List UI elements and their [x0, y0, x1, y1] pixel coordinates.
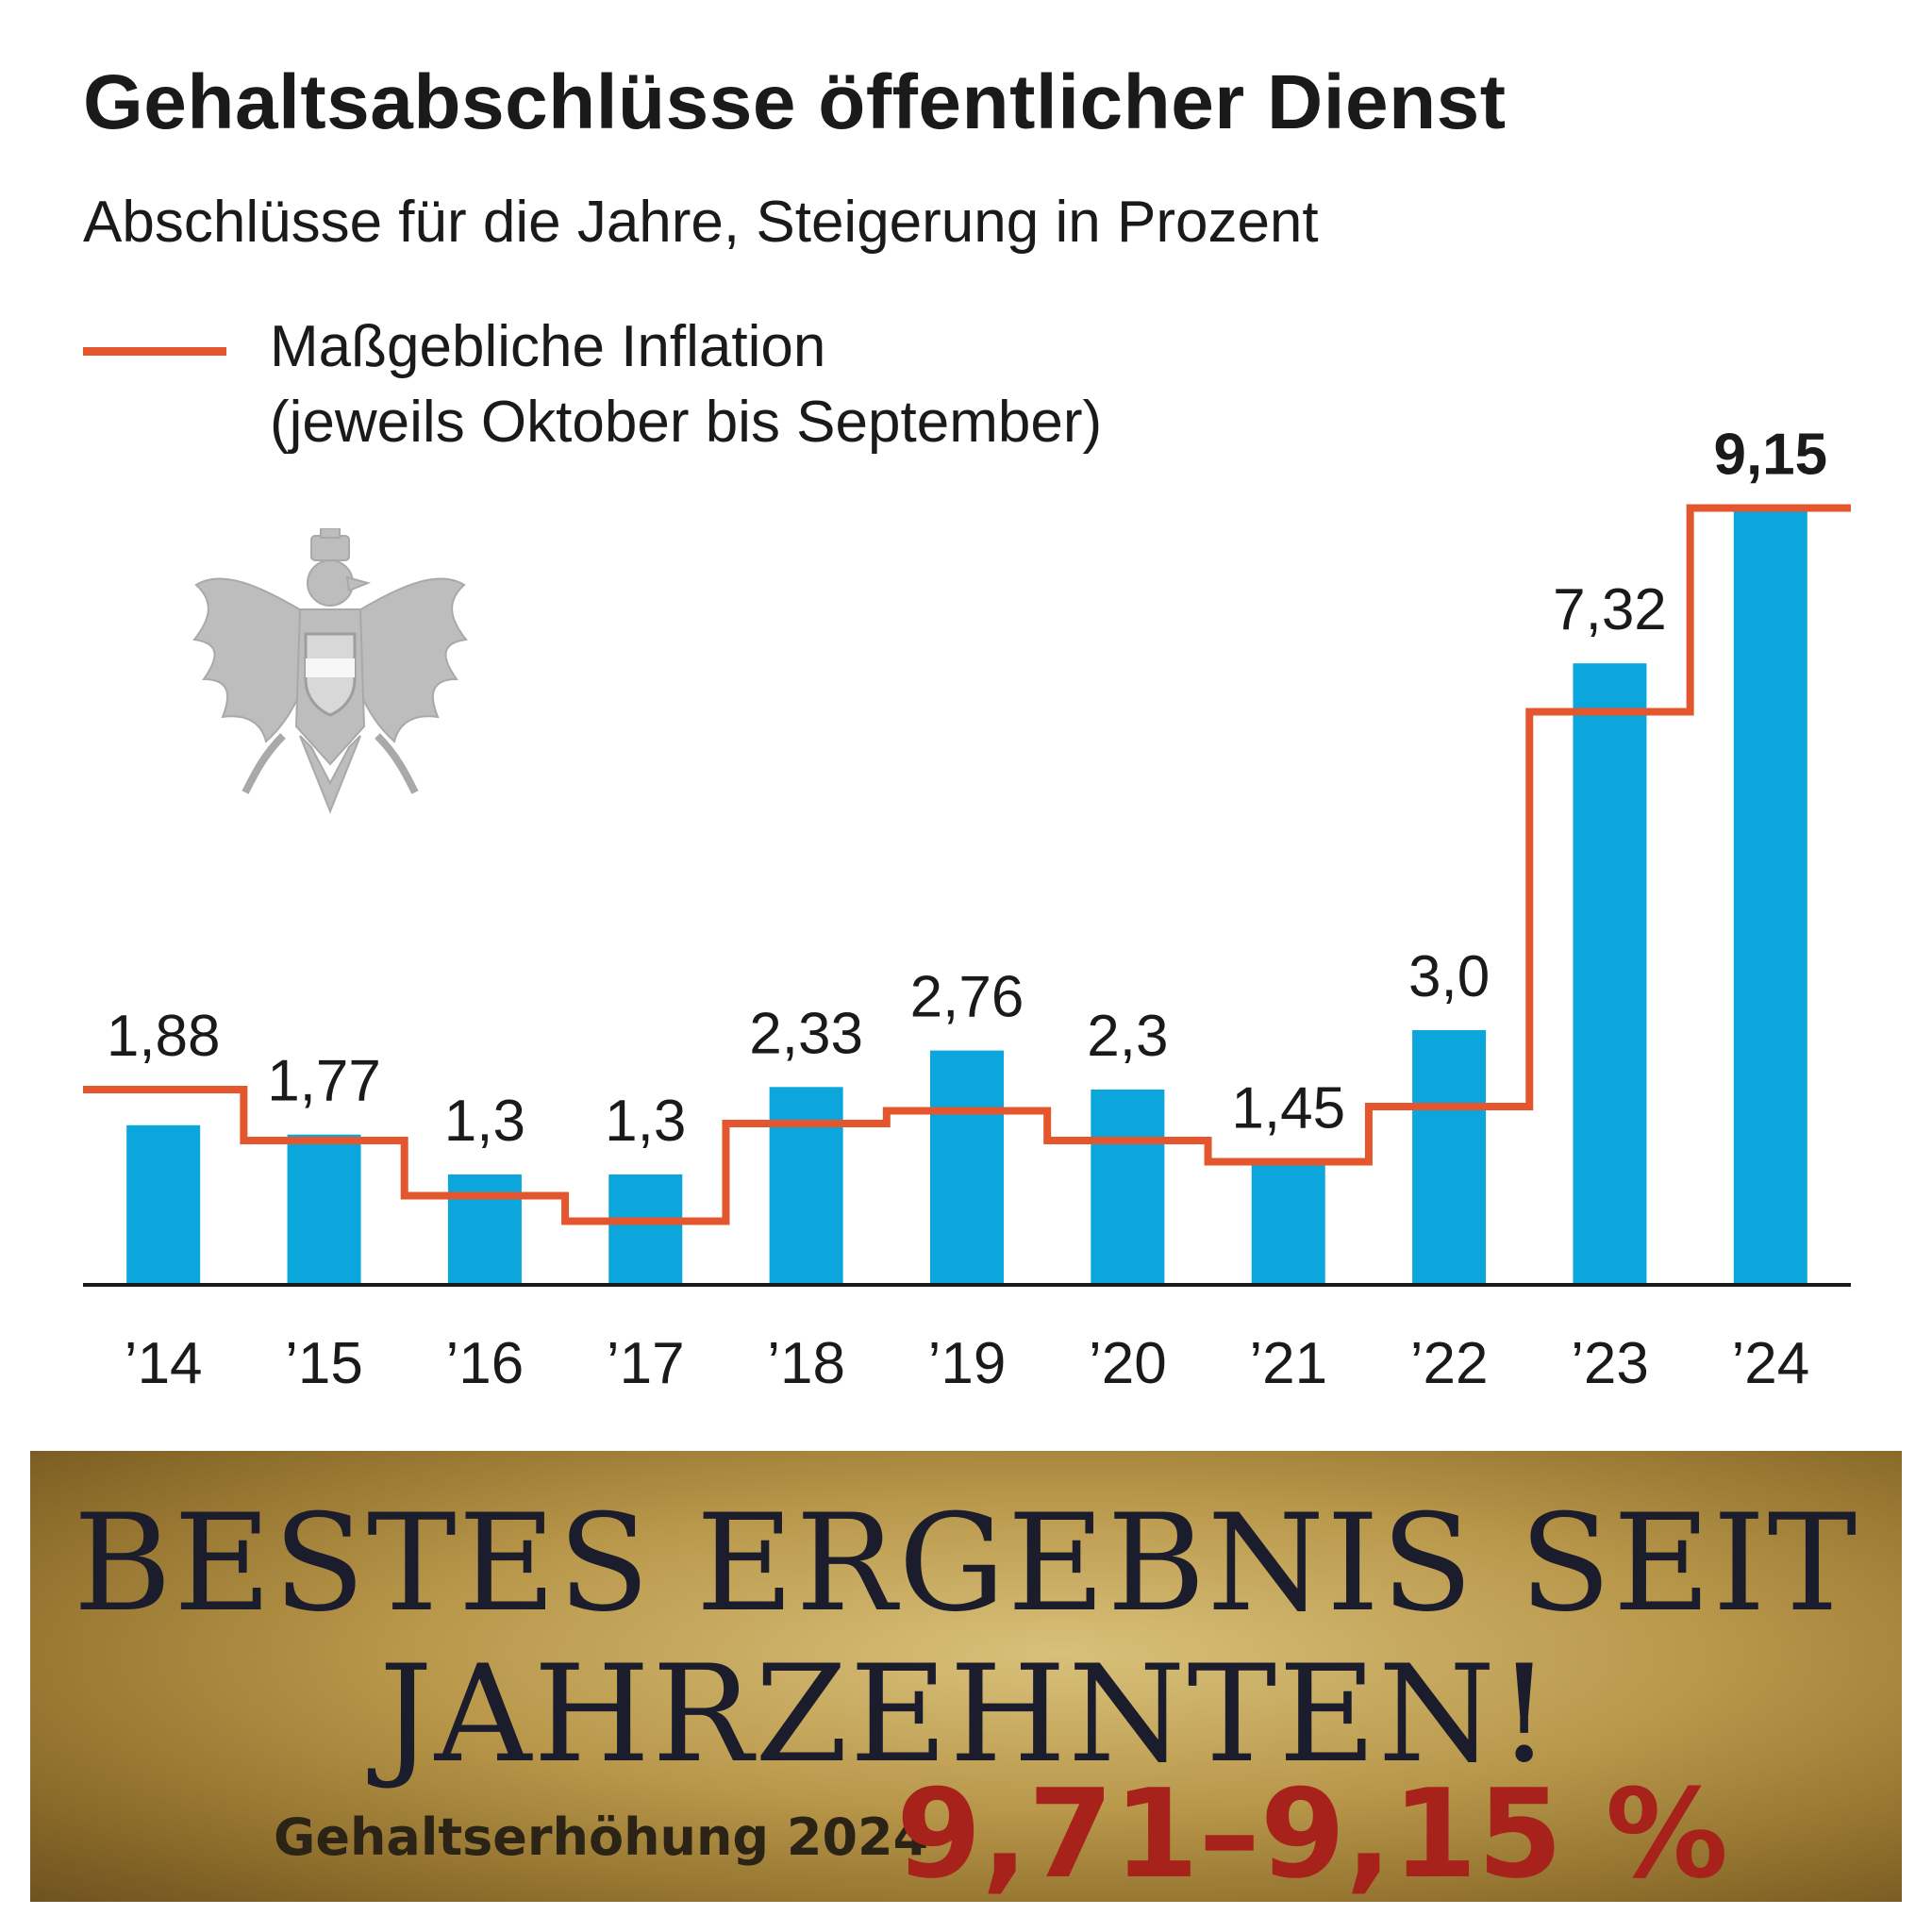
bar-1	[287, 1134, 361, 1285]
value-label-3: 1,3	[605, 1089, 686, 1154]
bar-4	[769, 1087, 843, 1285]
bar-0	[126, 1124, 201, 1285]
bar-7	[1251, 1161, 1325, 1285]
bar-10	[1733, 508, 1807, 1285]
bar-6	[1091, 1090, 1165, 1285]
x-tick-7: ’21	[1249, 1331, 1327, 1396]
value-label-10: 9,15	[1713, 423, 1827, 488]
result-banner: BESTES ERGEBNIS SEIT JAHRZEHNTEN! Gehalt…	[30, 1451, 1902, 1902]
value-label-9: 7,32	[1553, 577, 1667, 642]
bar-5	[930, 1050, 1004, 1285]
banner-value: 9,71–9,15 %	[896, 1762, 1729, 1902]
legend-label-line-1: Maßgebliche Inflation	[270, 314, 826, 379]
x-tick-0: ’14	[125, 1331, 203, 1396]
value-label-4: 2,33	[749, 1001, 863, 1066]
chart-subtitle: Abschlüsse für die Jahre, Steigerung in …	[83, 190, 1319, 255]
value-label-1: 1,77	[267, 1049, 381, 1114]
austrian-eagle-icon	[192, 528, 468, 814]
value-label-5: 2,76	[910, 965, 1024, 1030]
x-tick-9: ’23	[1571, 1331, 1649, 1396]
x-tick-8: ’22	[1410, 1331, 1489, 1396]
bar-chart: 1,88 1,77 1,3 1,3 2,33 2,76 2,3 1,45 3,0 7,32 9,15…	[83, 423, 1851, 1396]
bar-8	[1412, 1030, 1487, 1285]
value-label-0: 1,88	[107, 1004, 221, 1069]
bar-9	[1573, 663, 1647, 1285]
bar-series	[126, 508, 1807, 1285]
legend-label-line-2: (jeweils Oktober bis September)	[270, 390, 1103, 455]
chart-title: Gehaltsabschlüsse öffentlicher Dienst	[83, 59, 1507, 145]
value-labels: 1,88 1,77 1,3 1,3 2,33 2,76 2,3 1,45 3,0 7,32 9,15	[107, 423, 1827, 1155]
bar-2	[447, 1174, 522, 1285]
value-label-2: 1,3	[444, 1089, 525, 1154]
x-tick-3: ’17	[607, 1331, 685, 1396]
legend-inflation-swatch	[83, 347, 226, 356]
value-label-6: 2,3	[1087, 1004, 1168, 1069]
banner-headline: BESTES ERGEBNIS SEIT JAHRZEHNTEN!	[73, 1486, 1859, 1792]
bar-3	[608, 1174, 683, 1285]
x-tick-4: ’18	[767, 1331, 845, 1396]
x-tick-6: ’20	[1089, 1331, 1167, 1396]
banner-label: Gehaltserhöhung 2024	[274, 1807, 929, 1867]
value-label-7: 1,45	[1231, 1076, 1345, 1141]
x-tick-10: ’24	[1731, 1331, 1809, 1396]
x-axis-tick-labels: ’14 ’15 ’16 ’17 ’18 ’19 ’20 ’21 ’22 ’23 ’24	[125, 1331, 1809, 1396]
value-label-8: 3,0	[1408, 944, 1490, 1009]
inflation-step-line	[83, 504, 1851, 1225]
x-tick-2: ’16	[446, 1331, 525, 1396]
x-tick-1: ’15	[285, 1331, 363, 1396]
x-tick-5: ’19	[928, 1331, 1007, 1396]
